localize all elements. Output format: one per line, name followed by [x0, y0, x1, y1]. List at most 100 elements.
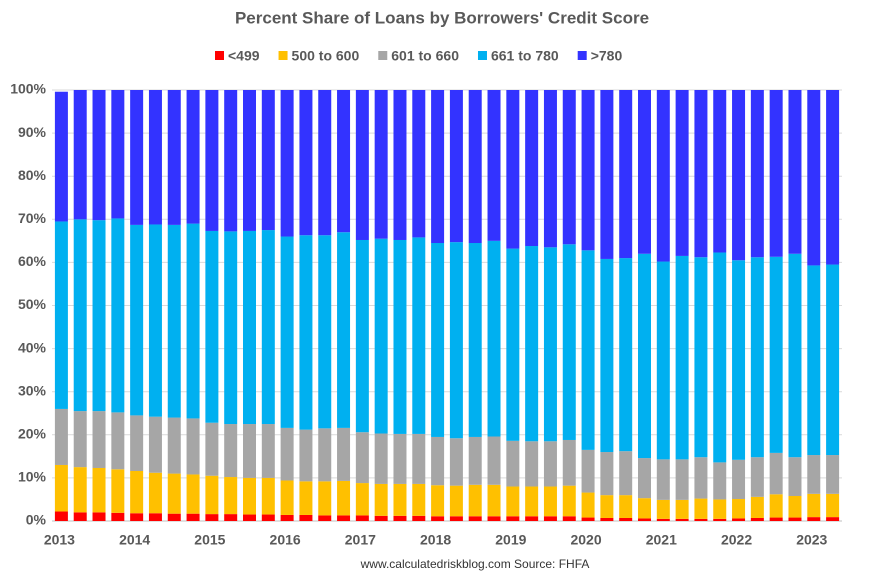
x-tick-label: 2023 — [796, 532, 827, 548]
bar-segment — [54, 408, 68, 465]
bar-segment — [412, 483, 426, 516]
bar-segment — [243, 230, 256, 425]
bar-segment — [130, 415, 144, 472]
bar-segment — [750, 257, 764, 458]
x-tick-label: 2021 — [646, 532, 677, 548]
bar-segment — [111, 90, 125, 219]
bar-segment — [543, 516, 557, 521]
bar-segment — [713, 90, 727, 253]
bar-segment — [261, 514, 275, 521]
bar-segment — [525, 246, 539, 442]
bar-segment — [487, 484, 501, 517]
bar-segment — [148, 472, 162, 514]
bar-segment — [280, 236, 294, 428]
y-tick-label: 40% — [18, 339, 47, 355]
bar-segment — [431, 485, 445, 517]
bar-segment — [826, 264, 840, 456]
bar-segment — [54, 464, 68, 512]
bar-segment — [337, 232, 351, 428]
bar-segment — [374, 483, 388, 516]
bar-segment — [581, 517, 595, 521]
y-tick-label: 90% — [18, 124, 47, 140]
bar-segment — [638, 253, 651, 459]
bar-segment — [393, 239, 407, 434]
bar-segment — [694, 518, 708, 521]
bar-segment — [449, 516, 463, 521]
bar-segment — [468, 484, 482, 517]
bar-segment — [543, 90, 557, 248]
bar-segment — [713, 499, 727, 519]
bar-segment — [543, 441, 557, 487]
bar-segment — [73, 512, 87, 521]
bar-segment — [750, 517, 764, 521]
bar-segment — [525, 441, 539, 487]
bar-segment — [656, 90, 670, 262]
legend-label: >780 — [591, 48, 623, 64]
bar-segment — [92, 90, 106, 221]
bar-segment — [694, 498, 708, 519]
bar-segment — [205, 514, 219, 521]
bar-segment — [769, 517, 783, 521]
bar-segment — [732, 459, 746, 500]
y-tick-label: 70% — [18, 210, 47, 226]
bar-segment — [638, 518, 651, 521]
bar-segment — [732, 518, 746, 521]
bar-segment — [224, 424, 238, 478]
bar-segment — [694, 257, 708, 458]
bar-segment — [243, 514, 256, 521]
bar-segment — [675, 255, 689, 460]
bar-segment — [449, 438, 463, 486]
bar-segment — [543, 486, 557, 517]
bar-segment — [431, 516, 445, 521]
y-tick-label: 30% — [18, 382, 47, 398]
bar-segment — [243, 477, 256, 515]
y-tick-label: 60% — [18, 253, 47, 269]
bar-segment — [148, 416, 162, 473]
bar-segment — [224, 90, 238, 232]
bar-segment — [732, 260, 746, 460]
bar-segment — [299, 514, 313, 521]
bar-segment — [412, 515, 426, 521]
chart-title: Percent Share of Loans by Borrowers' Cre… — [235, 8, 649, 27]
legend-swatch — [378, 51, 388, 60]
y-tick-label: 50% — [18, 296, 47, 312]
bar-segment — [788, 496, 802, 518]
bar-segment — [449, 90, 463, 243]
bar-segment — [337, 515, 351, 521]
bar-segment — [205, 230, 219, 423]
x-tick-label: 2019 — [495, 532, 526, 548]
source-note: www.calculatedriskblog.com Source: FHFA — [360, 557, 590, 571]
bar-segment — [130, 513, 144, 521]
legend-label: <499 — [228, 48, 260, 64]
bar-segment — [788, 457, 802, 497]
bar-segment — [562, 516, 576, 521]
bar-segment — [807, 265, 821, 456]
bar-segment — [487, 516, 501, 521]
bar-segment — [186, 418, 200, 475]
bar-segment — [280, 427, 294, 481]
bar-segment — [92, 220, 106, 412]
bar-segment — [525, 486, 539, 517]
bar-segment — [619, 495, 633, 518]
bar-segment — [73, 219, 87, 412]
bar-segment — [694, 457, 708, 499]
bar-segment — [73, 467, 87, 513]
bar-segment — [769, 90, 783, 257]
bar-segment — [506, 440, 520, 487]
bar-segment — [769, 494, 783, 518]
bar-segment — [468, 436, 482, 485]
bar-segment — [675, 90, 689, 256]
bar-segment — [412, 90, 426, 238]
bar-segment — [487, 90, 501, 241]
x-tick-label: 2018 — [420, 532, 451, 548]
bar-segment — [807, 517, 821, 521]
bar-segment — [92, 512, 106, 521]
bar-segment — [600, 517, 614, 521]
bar-segment — [506, 248, 520, 441]
bar-segment — [600, 90, 614, 259]
bar-segment — [656, 261, 670, 460]
bar-segment — [243, 90, 256, 231]
x-tick-label: 2020 — [570, 532, 601, 548]
bar-segment — [355, 432, 369, 484]
bar-segment — [355, 483, 369, 516]
